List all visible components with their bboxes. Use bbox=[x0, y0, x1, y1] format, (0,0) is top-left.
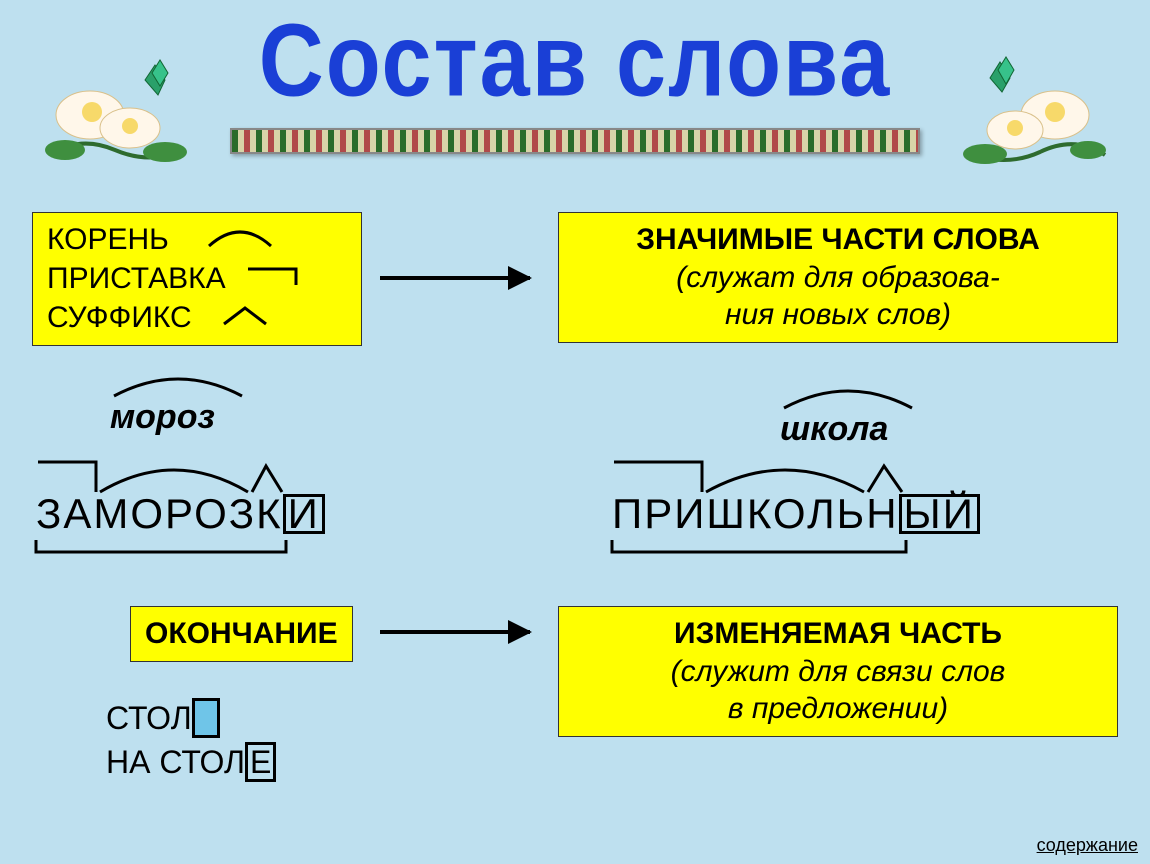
parts-prefix-line: ПРИСТАВКА bbox=[47, 260, 347, 299]
parts-suffix-line: СУФФИКС bbox=[47, 299, 347, 338]
example-zamorozki: ЗАМОРОЗКИ bbox=[36, 490, 325, 538]
stol-text: СТОЛ bbox=[106, 700, 192, 736]
parts-prefix-label: ПРИСТАВКА bbox=[47, 262, 226, 295]
parts-root-label: КОРЕНЬ bbox=[47, 223, 169, 256]
stol-empty-ending bbox=[192, 698, 220, 738]
prefix-bracket-icon bbox=[244, 261, 304, 299]
parts-root-line: КОРЕНЬ bbox=[47, 221, 347, 260]
arrow-top bbox=[380, 276, 530, 280]
na-stole-prefix: НА СТОЛ bbox=[106, 744, 245, 780]
contents-button-label: содержание bbox=[1037, 835, 1138, 855]
suffix-caret-icon bbox=[220, 300, 270, 338]
parts-suffix-label: СУФФИКС bbox=[47, 301, 192, 334]
prishkolny-ending: ЫЙ bbox=[899, 494, 980, 534]
change-sub2: в предложении) bbox=[573, 690, 1103, 728]
root-arc-icon bbox=[205, 222, 275, 260]
example-na-stole: НА СТОЛЕ bbox=[106, 742, 276, 782]
example-prishkolny: ПРИШКОЛЬНЫЙ bbox=[612, 490, 980, 538]
moroz-root-arc-icon bbox=[108, 370, 248, 400]
contents-button[interactable]: содержание bbox=[1037, 835, 1138, 856]
arrow-bottom bbox=[380, 630, 530, 634]
ending-label: ОКОНЧАНИЕ bbox=[145, 617, 338, 650]
prishkolny-stem: ПРИШКОЛЬН bbox=[612, 490, 899, 537]
zamorozki-ending: И bbox=[283, 494, 325, 534]
meaning-sub2: ния новых слов) bbox=[573, 296, 1103, 334]
change-heading: ИЗМЕНЯЕМАЯ ЧАСТЬ bbox=[573, 615, 1103, 653]
page-title: Состав слова bbox=[259, 2, 892, 120]
zamorozki-base-icon bbox=[34, 538, 294, 558]
pattern-divider bbox=[230, 128, 920, 154]
zamorozki-stem: ЗАМОРОЗК bbox=[36, 490, 283, 537]
meaning-heading: ЗНАЧИМЫЕ ЧАСТИ СЛОВА bbox=[573, 221, 1103, 259]
example-stol: СТОЛ bbox=[106, 698, 220, 738]
meaning-sub1: (служат для образова- bbox=[573, 259, 1103, 297]
change-box: ИЗМЕНЯЕМАЯ ЧАСТЬ (служит для связи слов … bbox=[558, 606, 1118, 737]
parts-box: КОРЕНЬ ПРИСТАВКА СУФФИКС bbox=[32, 212, 362, 346]
meaning-box: ЗНАЧИМЫЕ ЧАСТИ СЛОВА (служат для образов… bbox=[558, 212, 1118, 343]
change-sub1: (служит для связи слов bbox=[573, 653, 1103, 691]
shkola-root-arc-icon bbox=[778, 382, 918, 412]
page-title-wrap: Состав слова bbox=[0, 10, 1150, 113]
prishkolny-base-icon bbox=[610, 538, 912, 558]
example-shkola: школа bbox=[780, 410, 888, 449]
example-moroz: мороз bbox=[110, 398, 215, 437]
na-stole-ending: Е bbox=[245, 742, 276, 782]
ending-box: ОКОНЧАНИЕ bbox=[130, 606, 353, 662]
